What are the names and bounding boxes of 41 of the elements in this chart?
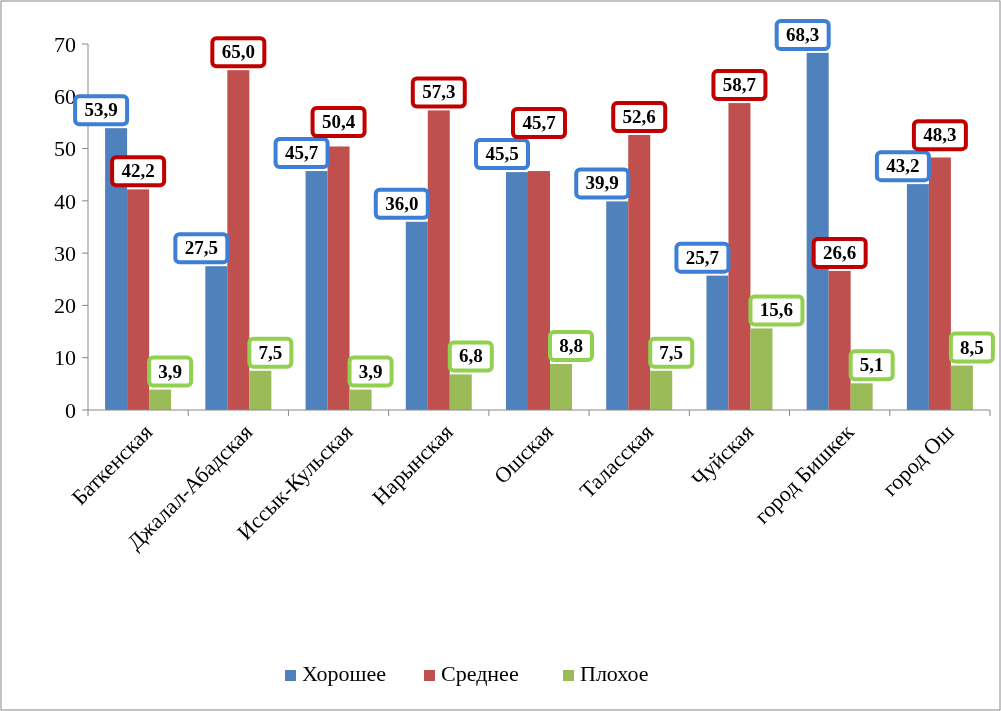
data-label: 52,6 — [622, 105, 656, 127]
data-label: 53,9 — [84, 99, 118, 121]
data-label: 7,5 — [659, 341, 684, 363]
bar — [928, 157, 951, 410]
data-label: 68,3 — [786, 23, 820, 45]
data-label: 5,1 — [859, 354, 884, 376]
y-tick-label: 70 — [54, 31, 76, 57]
data-label: 7,5 — [258, 341, 283, 363]
y-tick-label: 50 — [54, 136, 76, 162]
data-label: 36,0 — [385, 192, 419, 214]
data-label: 48,3 — [923, 124, 957, 146]
data-label: 27,5 — [184, 237, 218, 259]
data-label: 42,2 — [121, 160, 155, 182]
legend-label: Плохое — [580, 661, 649, 686]
y-tick-label: 40 — [54, 188, 76, 214]
y-tick-label: 20 — [54, 293, 76, 319]
y-tick-label: 30 — [54, 240, 76, 266]
y-tick-label: 60 — [54, 83, 76, 109]
data-label: 15,6 — [759, 299, 794, 321]
data-label: 3,9 — [358, 360, 383, 382]
data-label: 3,9 — [158, 360, 182, 382]
data-label: 8,5 — [960, 336, 984, 358]
legend-label: Хорошее — [302, 661, 386, 686]
data-label: 57,3 — [422, 81, 456, 103]
data-label: 45,7 — [284, 142, 319, 164]
bar — [327, 146, 350, 410]
data-label: 26,6 — [823, 241, 857, 263]
y-tick-label: 10 — [54, 345, 76, 371]
data-label: 50,4 — [321, 111, 356, 133]
data-label: 45,7 — [522, 112, 557, 134]
data-label: 6,8 — [458, 345, 483, 367]
data-label: 65,0 — [221, 41, 255, 63]
data-label: 25,7 — [685, 246, 720, 268]
y-tick-label: 0 — [65, 397, 76, 423]
data-label: 45,5 — [485, 143, 519, 165]
bar — [528, 171, 550, 410]
data-label: 8,8 — [559, 334, 583, 356]
data-label: 58,7 — [722, 74, 757, 96]
data-label: 39,9 — [585, 172, 619, 194]
data-label: 43,2 — [886, 155, 920, 177]
legend-label: Среднее — [441, 661, 519, 686]
